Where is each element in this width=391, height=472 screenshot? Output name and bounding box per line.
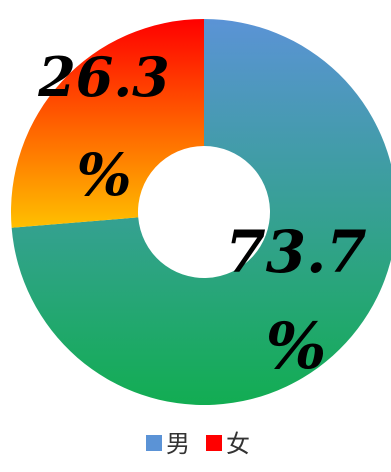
data-label-value: 73.7 — [225, 218, 366, 286]
legend-swatch — [146, 435, 162, 451]
legend-label: 男 — [166, 430, 190, 458]
slices-layer — [10, 19, 391, 405]
data-label-unit: % — [76, 141, 131, 209]
data-labels-layer: 73.7% 26.3% — [37, 45, 366, 384]
slice-female — [10, 19, 204, 228]
data-label-value: 26.3 — [37, 45, 170, 109]
legend-swatch — [206, 435, 222, 451]
slice-male — [11, 19, 391, 405]
data-label-unit: % — [266, 309, 327, 384]
legend: 男女 — [146, 430, 250, 458]
legend-label: 女 — [226, 430, 250, 458]
